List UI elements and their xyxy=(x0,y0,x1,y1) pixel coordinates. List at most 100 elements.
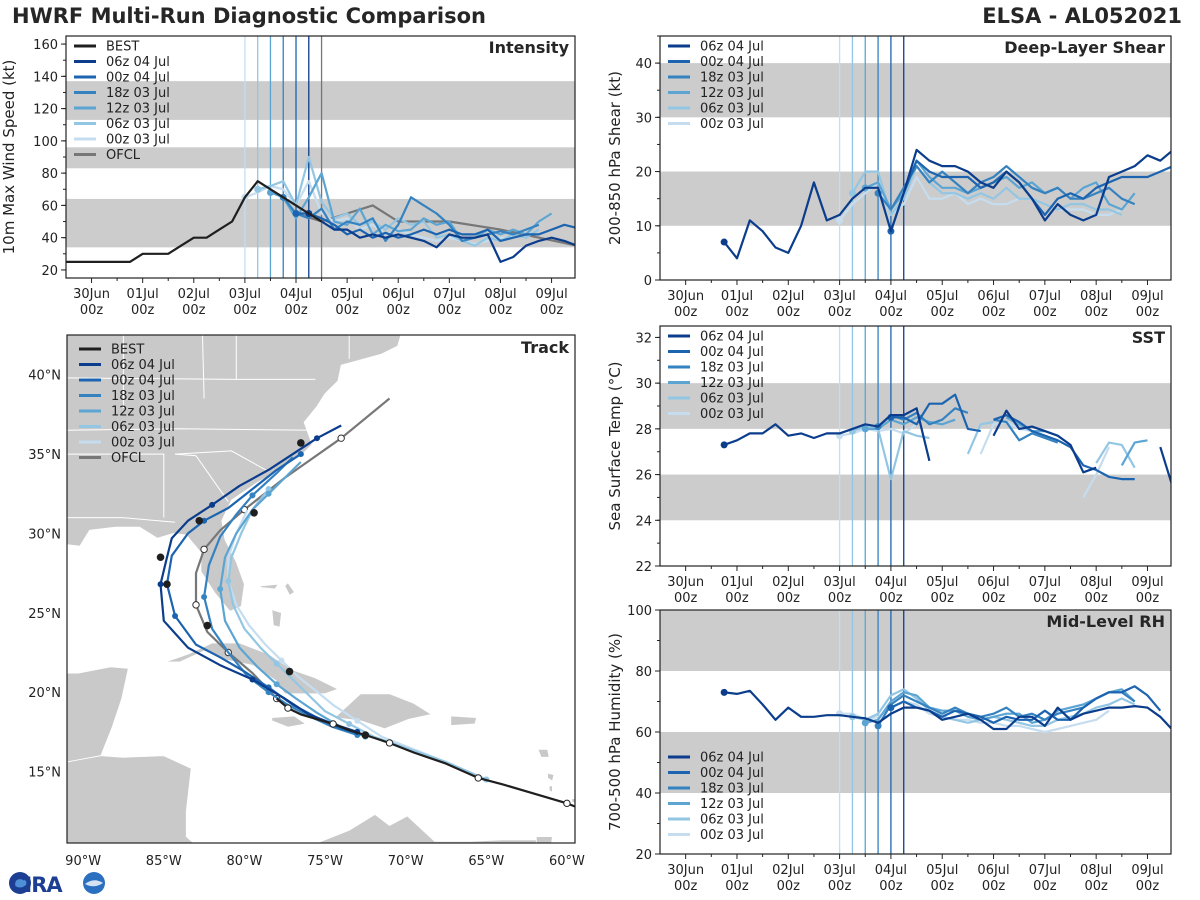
shear-ytick-label: 10 xyxy=(635,220,652,235)
track-forecast-point xyxy=(203,621,212,630)
shear-series-18z-03-jul xyxy=(877,165,1136,211)
intensity-xtick-hour: 00z xyxy=(387,303,411,318)
track-legend-label: 00z 04 Jul xyxy=(111,374,175,389)
intensity-ytick-label: 160 xyxy=(33,38,58,53)
rh-init-marker-06z-04-jul xyxy=(720,688,728,696)
intensity-ytick-label: 40 xyxy=(41,232,58,247)
intensity-init-marker-00z-04-jul xyxy=(292,209,300,217)
intensity-xtick-hour: 00z xyxy=(335,303,359,318)
shear-xtick-hour: 00z xyxy=(1033,305,1057,320)
shear-plot-area xyxy=(660,36,1171,280)
shear-xtick-date: 05Jul xyxy=(926,289,958,304)
rh-xtick-date: 30Jun xyxy=(667,863,704,878)
sst-ytick-label: 22 xyxy=(635,560,652,575)
sst-xtick-hour: 00z xyxy=(879,591,903,606)
sst-xtick-hour: 00z xyxy=(931,591,955,606)
track-legend-label: 00z 03 Jul xyxy=(111,436,175,451)
track-ofcl-point xyxy=(192,601,200,609)
sst-series-00z-03-jul-seg-2 xyxy=(1082,446,1110,498)
intensity-xtick-date: 04Jul xyxy=(280,287,312,302)
shear-xtick-hour: 00z xyxy=(879,305,903,320)
track-best-point xyxy=(385,739,394,747)
shear-ytick-label: 20 xyxy=(635,166,652,181)
rh-xtick-hour: 00z xyxy=(1033,879,1057,894)
track-point-00z-03-jul xyxy=(354,717,361,724)
track-xtick-label: 60°W xyxy=(549,854,585,869)
sst-band-0 xyxy=(660,474,1171,521)
rh-xtick-date: 01Jul xyxy=(721,863,753,878)
sst-ytick-label: 28 xyxy=(635,423,652,438)
track-point-18z-03-jul xyxy=(249,492,256,499)
shear-ytick-label: 0 xyxy=(644,274,652,289)
rh-xtick-date: 09Jul xyxy=(1131,863,1163,878)
track-forecast-point xyxy=(285,667,294,676)
land-martinique xyxy=(547,772,555,782)
intensity-xtick-hour: 00z xyxy=(540,303,564,318)
track-12z-03-jul xyxy=(219,461,366,738)
land-bahamas-abaco xyxy=(284,582,295,596)
sst-xtick-date: 06Jul xyxy=(977,575,1009,590)
intensity-xtick-date: 09Jul xyxy=(535,287,567,302)
track-xtick-label: 75°W xyxy=(307,854,343,869)
land-trinidad xyxy=(535,836,553,843)
track-frame xyxy=(66,334,576,844)
intensity-xtick-date: 07Jul xyxy=(433,287,465,302)
rh-xtick-hour: 00z xyxy=(1136,879,1160,894)
track-point-06z-03-jul xyxy=(346,720,353,727)
track-forecast-point xyxy=(297,439,305,447)
track-title: Track xyxy=(521,338,569,357)
sst-series-00z-04-jul-seg-0 xyxy=(890,393,981,433)
sst-series-00z-04-jul-seg-1 xyxy=(993,413,1135,481)
track-xtick-label: 80°W xyxy=(226,854,262,869)
logo-swirl-icon xyxy=(12,878,28,888)
intensity-ytick-label: 60 xyxy=(41,199,58,214)
sst-init-marker-06z-04-jul xyxy=(720,441,728,449)
shear-legend-label: 12z 03 Jul xyxy=(700,86,764,101)
sst-xtick-hour: 00z xyxy=(828,591,852,606)
sst-xtick-date: 09Jul xyxy=(1131,575,1163,590)
intensity-series-best xyxy=(66,180,323,263)
track-legend-label: OFCL xyxy=(111,451,146,466)
shear-xtick-date: 07Jul xyxy=(1029,289,1061,304)
land-st-lucia xyxy=(548,785,553,793)
track-point-12z-03-jul xyxy=(265,490,272,497)
rh-chart: 2040608010030Jun00z01Jul00z02Jul00z03Jul… xyxy=(606,604,1172,894)
intensity-xtick-date: 30Jun xyxy=(73,287,110,302)
track-legend-label: 06z 03 Jul xyxy=(111,420,175,435)
intensity-ytick-label: 80 xyxy=(41,167,58,182)
sst-xtick-hour: 00z xyxy=(674,591,698,606)
state-border-4 xyxy=(67,428,318,431)
sst-legend-label: 06z 04 Jul xyxy=(700,330,764,345)
sst-title: SST xyxy=(1132,328,1165,347)
intensity-xtick-date: 03Jul xyxy=(229,287,261,302)
intensity-title: Intensity xyxy=(489,38,570,57)
track-point-06z-03-jul xyxy=(265,485,272,492)
shear-chart: 01020304030Jun00z01Jul00z02Jul00z03Jul00… xyxy=(606,35,1172,320)
intensity-chart: 2040608010012014016030Jun00z01Jul00z02Ju… xyxy=(0,35,576,318)
track-xtick-label: 65°W xyxy=(468,854,504,869)
track-point-12z-03-jul xyxy=(273,681,280,688)
track-ytick-label: 30°N xyxy=(28,527,61,542)
track-point-18z-03-jul xyxy=(201,593,208,600)
state-border-0 xyxy=(67,517,176,523)
rh-title: Mid-Level RH xyxy=(1046,612,1165,631)
sst-xtick-date: 02Jul xyxy=(772,575,804,590)
rh-series-00z-04-jul xyxy=(890,685,1162,724)
intensity-xtick-date: 06Jul xyxy=(382,287,414,302)
track-point-00z-04-jul xyxy=(172,612,179,619)
rh-ytick-label: 100 xyxy=(627,604,652,619)
intensity-legend-label: 06z 04 Jul xyxy=(106,55,170,70)
sst-xtick-hour: 00z xyxy=(777,591,801,606)
intensity-xtick-date: 08Jul xyxy=(484,287,516,302)
rh-ytick-label: 20 xyxy=(635,848,652,863)
rh-xtick-date: 04Jul xyxy=(875,863,907,878)
intensity-ylabel: 10m Max Wind Speed (kt) xyxy=(0,60,18,255)
sst-plot-area xyxy=(660,326,1171,566)
sst-legend-label: 12z 03 Jul xyxy=(700,376,764,391)
rh-legend-label: 06z 03 Jul xyxy=(700,813,764,828)
rh-xtick-hour: 00z xyxy=(982,879,1006,894)
intensity-xtick-hour: 00z xyxy=(489,303,513,318)
sst-legend-label: 18z 03 Jul xyxy=(700,361,764,376)
shear-xtick-date: 04Jul xyxy=(875,289,907,304)
storm-title: ELSA - AL052021 xyxy=(982,4,1182,28)
